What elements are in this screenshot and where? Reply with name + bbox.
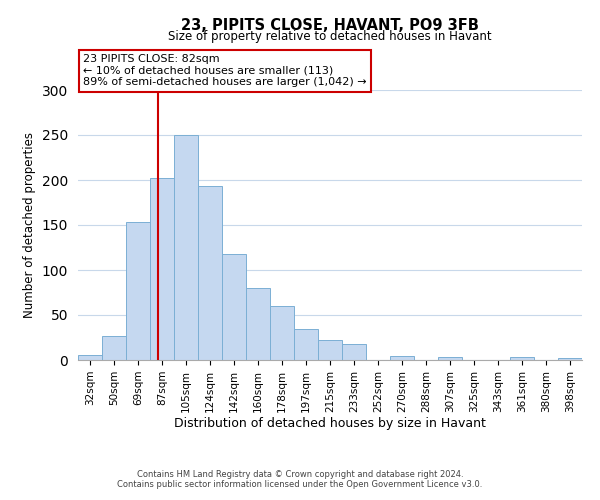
Bar	[222, 254, 246, 360]
Text: Contains public sector information licensed under the Open Government Licence v3: Contains public sector information licen…	[118, 480, 482, 489]
Bar	[390, 356, 414, 360]
Y-axis label: Number of detached properties: Number of detached properties	[23, 132, 37, 318]
Bar	[438, 358, 462, 360]
Bar	[126, 222, 150, 360]
Bar	[150, 178, 174, 360]
Bar	[558, 358, 582, 360]
Bar	[78, 354, 102, 360]
Text: 23 PIPITS CLOSE: 82sqm
← 10% of detached houses are smaller (113)
89% of semi-de: 23 PIPITS CLOSE: 82sqm ← 10% of detached…	[83, 54, 367, 88]
Bar	[246, 288, 270, 360]
Text: 23, PIPITS CLOSE, HAVANT, PO9 3FB: 23, PIPITS CLOSE, HAVANT, PO9 3FB	[181, 18, 479, 32]
Text: Size of property relative to detached houses in Havant: Size of property relative to detached ho…	[168, 30, 492, 43]
Bar	[294, 328, 318, 360]
Bar	[318, 340, 342, 360]
Text: Contains HM Land Registry data © Crown copyright and database right 2024.: Contains HM Land Registry data © Crown c…	[137, 470, 463, 479]
X-axis label: Distribution of detached houses by size in Havant: Distribution of detached houses by size …	[174, 418, 486, 430]
Bar	[342, 344, 366, 360]
Bar	[102, 336, 126, 360]
Bar	[510, 358, 534, 360]
Bar	[270, 306, 294, 360]
Bar	[174, 135, 198, 360]
Bar	[198, 186, 222, 360]
